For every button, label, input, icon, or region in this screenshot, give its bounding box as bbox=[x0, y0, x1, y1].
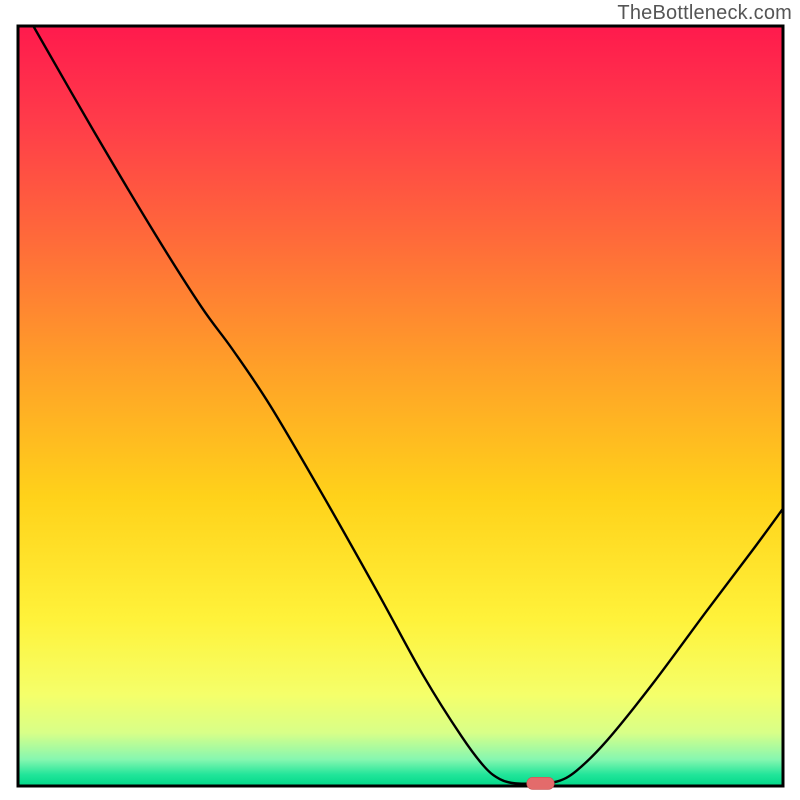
chart-frame: { "attribution": { "text": "TheBottlenec… bbox=[0, 0, 800, 800]
target-marker bbox=[527, 777, 555, 789]
bottleneck-curve-chart bbox=[0, 0, 800, 800]
plot-background bbox=[18, 26, 783, 786]
attribution-label: TheBottleneck.com bbox=[617, 2, 792, 25]
